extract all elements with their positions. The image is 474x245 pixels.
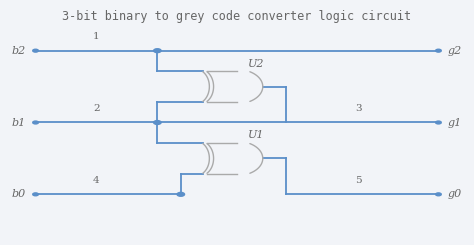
Circle shape [436,193,441,196]
Circle shape [33,49,38,52]
Text: g0: g0 [448,189,462,199]
Text: g1: g1 [448,118,462,127]
Text: 2: 2 [93,104,100,113]
Circle shape [33,121,38,124]
Circle shape [33,193,38,196]
Circle shape [177,192,184,196]
Circle shape [436,49,441,52]
Circle shape [436,121,441,124]
Text: g2: g2 [448,46,462,56]
Text: 3: 3 [356,104,362,113]
Text: 5: 5 [356,176,362,185]
Text: U2: U2 [247,59,264,69]
Text: b0: b0 [12,189,26,199]
Text: 1: 1 [93,32,100,41]
Circle shape [154,49,161,53]
Text: b2: b2 [12,46,26,56]
Text: b1: b1 [12,118,26,127]
Text: 3-bit binary to grey code converter logic circuit: 3-bit binary to grey code converter logi… [63,10,411,23]
Text: 4: 4 [93,176,100,185]
Text: U1: U1 [247,130,264,140]
Circle shape [154,121,161,124]
